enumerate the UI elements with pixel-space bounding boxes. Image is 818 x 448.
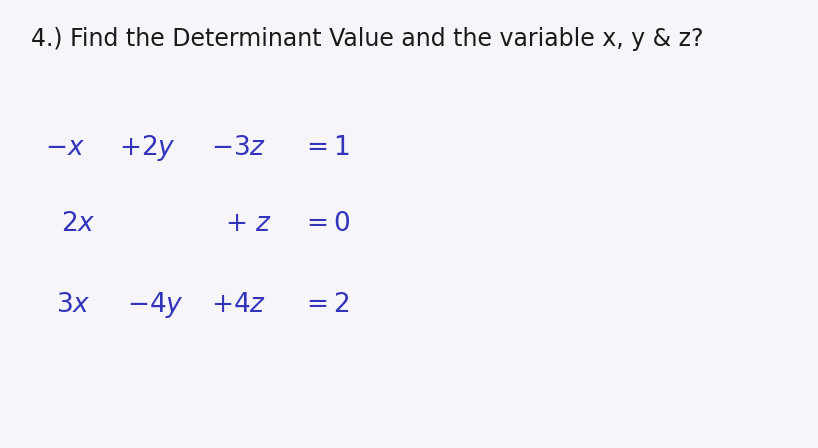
Text: $+4z$: $+4z$ [211, 292, 266, 318]
Text: $+\ z$: $+\ z$ [225, 211, 272, 237]
Text: $=0$: $=0$ [301, 211, 350, 237]
Text: $2x$: $2x$ [61, 211, 96, 237]
Text: 4.) Find the Determinant Value and the variable x, y & z?: 4.) Find the Determinant Value and the v… [31, 27, 703, 51]
Text: $=1$: $=1$ [301, 135, 350, 161]
Text: $+2y$: $+2y$ [119, 133, 175, 163]
Text: $-4y$: $-4y$ [127, 290, 183, 319]
Text: $=2$: $=2$ [301, 292, 349, 318]
Text: $-3z$: $-3z$ [211, 135, 266, 161]
Text: $3x$: $3x$ [56, 292, 90, 318]
Text: $-x$: $-x$ [45, 135, 85, 161]
